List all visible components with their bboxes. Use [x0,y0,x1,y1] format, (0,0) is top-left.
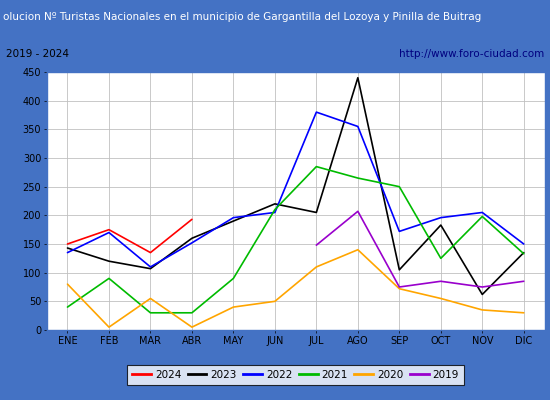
Text: http://www.foro-ciudad.com: http://www.foro-ciudad.com [399,49,544,59]
2021 [355,176,361,180]
2021 [64,305,71,310]
2019 [520,279,527,284]
2021 [272,207,278,212]
2020 [230,305,236,310]
2020 [355,247,361,252]
2023 [147,266,154,271]
2022 [147,264,154,269]
2023 [272,202,278,206]
2020 [479,308,486,312]
Line: 2020: 2020 [68,250,524,327]
2019 [479,285,486,290]
2023 [437,223,444,228]
2021 [479,214,486,219]
2020 [272,299,278,304]
2020 [64,282,71,286]
Text: 2019 - 2024: 2019 - 2024 [6,49,69,59]
2019 [355,209,361,214]
Line: 2019: 2019 [316,211,524,287]
Legend: 2024, 2023, 2022, 2021, 2020, 2019: 2024, 2023, 2022, 2021, 2020, 2019 [127,365,464,385]
Line: 2021: 2021 [68,166,524,313]
2023 [355,75,361,80]
2021 [396,184,403,189]
2023 [520,250,527,255]
2020 [106,325,112,330]
2020 [396,286,403,291]
2022 [520,242,527,246]
2019 [437,279,444,284]
2022 [272,210,278,215]
2019 [313,243,320,248]
2022 [106,230,112,235]
2023 [189,236,195,241]
2021 [106,276,112,281]
2023 [230,219,236,224]
2021 [437,256,444,261]
2020 [437,296,444,301]
Line: 2022: 2022 [68,112,524,267]
Line: 2023: 2023 [68,78,524,294]
2022 [396,229,403,234]
2023 [479,292,486,297]
2022 [189,240,195,245]
Text: olucion Nº Turistas Nacionales en el municipio de Gargantilla del Lozoya y Pinil: olucion Nº Turistas Nacionales en el mun… [3,12,481,22]
2022 [313,110,320,114]
2020 [189,325,195,330]
2023 [396,268,403,272]
2020 [520,310,527,315]
2023 [106,259,112,264]
2021 [189,310,195,315]
2020 [313,264,320,269]
2021 [520,251,527,256]
2021 [313,164,320,169]
2022 [355,124,361,129]
2021 [230,276,236,281]
2023 [64,246,71,250]
2022 [437,215,444,220]
2023 [313,210,320,215]
2021 [147,310,154,315]
2020 [147,296,154,301]
2022 [479,210,486,215]
2022 [230,215,236,220]
2022 [64,250,71,255]
2019 [396,285,403,290]
